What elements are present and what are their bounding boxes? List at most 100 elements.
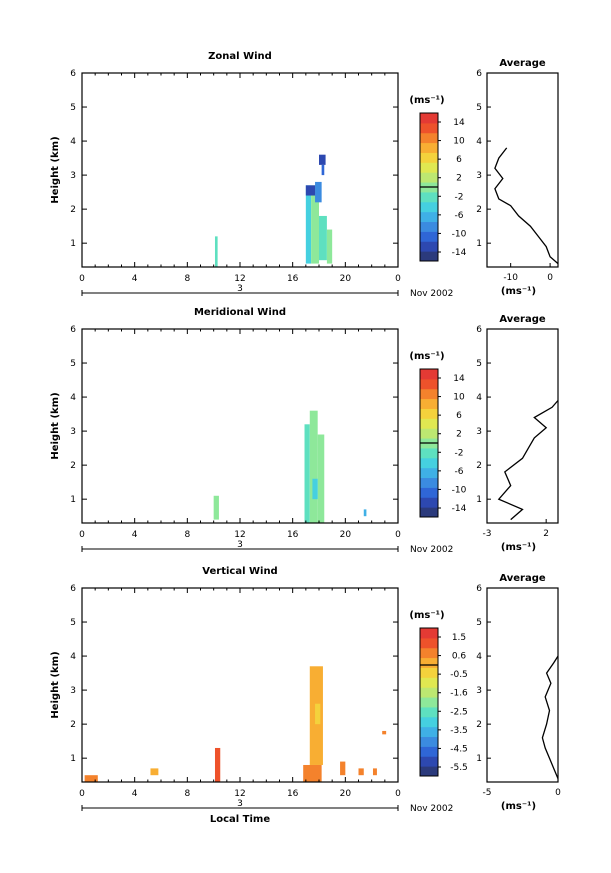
colorbar-segment: [420, 201, 438, 213]
data-cell: [214, 236, 218, 267]
colorbar-segment: [420, 477, 438, 488]
colorbar-segment: [420, 706, 438, 718]
data-cell: [315, 181, 322, 203]
colorbar-segment: [420, 628, 438, 639]
colorbar-tick-label: -2: [455, 192, 464, 202]
colorbar-tick-label: 10: [453, 393, 465, 403]
y-tick-label: 3: [70, 427, 76, 437]
average-y-tick-label: 6: [476, 325, 482, 335]
y-tick-label: 2: [70, 720, 76, 730]
colorbar-segment: [420, 726, 438, 738]
colorbar-segment: [420, 457, 438, 469]
colorbar-tick-label: 10: [453, 137, 465, 147]
colorbar-tick-label: 14: [453, 374, 465, 384]
average-y-tick-label: 4: [476, 652, 482, 662]
average-y-tick-label: 3: [476, 427, 482, 437]
colorbar-segment: [420, 697, 438, 708]
colorbar-segment: [420, 221, 438, 232]
x-tick-label: 8: [184, 530, 190, 540]
colorbar-tick-label: 6: [456, 155, 462, 165]
average-profile: [497, 400, 559, 521]
data-cell: [303, 764, 322, 782]
data-cell: [304, 424, 310, 523]
colorbar-segment: [420, 677, 438, 688]
x-tick-label: 20: [340, 274, 352, 284]
x-axis-label: Local Time: [210, 814, 270, 825]
y-tick-label: 6: [70, 325, 76, 335]
average-frame: [486, 328, 559, 524]
average-title: Average: [499, 573, 546, 584]
x-tick-label: 4: [132, 789, 138, 799]
average-y-tick-label: 6: [476, 69, 482, 79]
x-tick-label: 12: [234, 530, 245, 540]
colorbar-tick-label: 14: [453, 118, 465, 128]
colorbar-segment: [420, 766, 438, 777]
date-label: Nov 2002: [410, 289, 453, 299]
average-y-tick-label: 1: [476, 754, 482, 764]
colorbar-segment: [420, 142, 438, 153]
colorbar-tick-label: -6: [455, 467, 464, 477]
colorbar-segment: [420, 191, 438, 203]
average-x-label: (ms⁻¹): [501, 286, 536, 297]
colorbar-segment: [420, 467, 438, 479]
colorbar-tick-label: 1.5: [452, 633, 466, 643]
data-cell: [214, 747, 221, 782]
colorbar-tick-label: 6: [456, 411, 462, 421]
colorbar-segment: [420, 687, 438, 698]
colorbar-segment: [420, 637, 438, 649]
date-label: Nov 2002: [410, 804, 453, 814]
x-tick-label: 0: [79, 530, 85, 540]
y-tick-label: 1: [70, 239, 76, 249]
panel-title: Vertical Wind: [202, 566, 277, 577]
data-cell: [319, 154, 326, 165]
colorbar-tick-label: -10: [452, 485, 467, 495]
colorbar-tick-label: -10: [452, 229, 467, 239]
day-label: 3: [237, 799, 243, 809]
x-tick-label: 20: [340, 530, 352, 540]
x-tick-label: 0: [79, 274, 85, 284]
y-tick-label: 5: [70, 359, 76, 369]
colorbar-label: (ms⁻¹): [409, 95, 444, 106]
average-y-tick-label: 2: [476, 461, 482, 471]
colorbar-tick-label: -1.6: [450, 689, 468, 699]
data-cell: [319, 215, 327, 261]
y-tick-label: 6: [70, 584, 76, 594]
average-frame: [486, 72, 559, 268]
colorbar-tick-label: -14: [452, 248, 467, 258]
data-cell: [311, 185, 319, 264]
x-tick-label: 8: [184, 274, 190, 284]
average-profile: [541, 655, 559, 779]
average-x-tick-label: -10: [503, 273, 518, 283]
colorbar-segment: [420, 487, 438, 498]
colorbar-segment: [420, 122, 438, 134]
average-profile: [494, 147, 559, 265]
x-tick-label: 4: [132, 530, 138, 540]
colorbar-label: (ms⁻¹): [409, 351, 444, 362]
y-axis-label: Height (km): [50, 651, 61, 718]
colorbar-segment: [420, 428, 438, 439]
data-cell: [305, 185, 316, 196]
colorbar-tick-label: 0.6: [452, 652, 467, 662]
colorbar-segment: [420, 211, 438, 223]
colorbar-frame: [419, 627, 439, 777]
colorbar-tick-label: -6: [455, 211, 464, 221]
colorbar-tick-label: 2: [456, 430, 462, 440]
data-cell: [326, 229, 333, 264]
average-x-label: (ms⁻¹): [501, 801, 536, 812]
date-label: Nov 2002: [410, 545, 453, 555]
colorbar-tick-label: -4.5: [450, 744, 468, 754]
average-y-tick-label: 6: [476, 584, 482, 594]
average-x-tick-label: 0: [547, 273, 553, 283]
average-frame: [486, 587, 559, 783]
average-x-tick-label: 2: [543, 529, 549, 539]
data-cell: [372, 768, 377, 776]
x-tick-label: 0: [395, 274, 401, 284]
colorbar-segment: [420, 756, 438, 767]
data-cell: [382, 730, 387, 735]
colorbar-segment: [420, 667, 438, 678]
colorbar-segment: [420, 172, 438, 183]
colorbar-segment: [420, 388, 438, 400]
colorbar-segment: [420, 657, 438, 668]
